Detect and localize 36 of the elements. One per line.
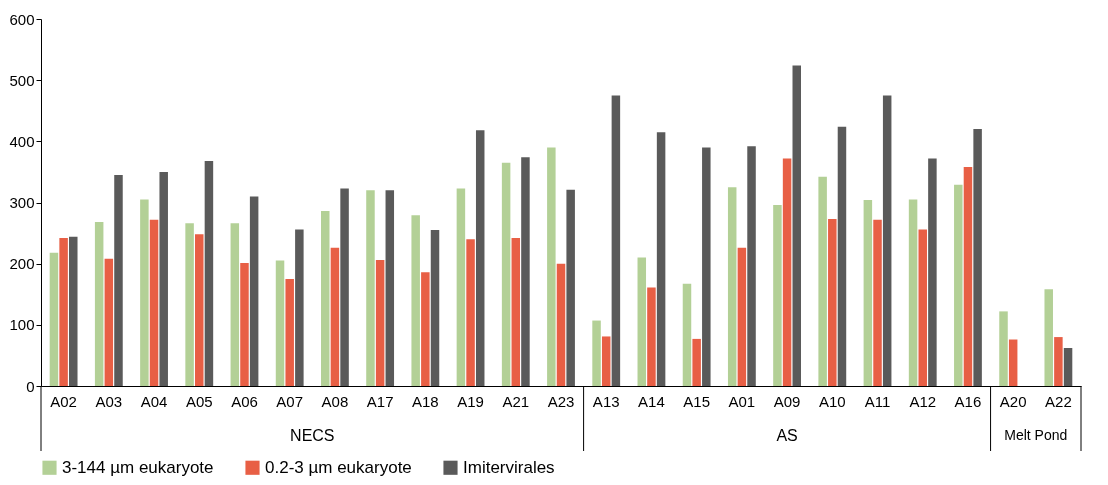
y-tick-label: 300 bbox=[9, 194, 35, 211]
x-tick-label: A06 bbox=[231, 392, 258, 410]
x-tick-label: A13 bbox=[592, 392, 620, 410]
x-tick-label: A01 bbox=[728, 392, 756, 410]
x-tick-label: A10 bbox=[818, 392, 846, 410]
x-tick-label: A21 bbox=[502, 392, 530, 410]
x-tick-label: A17 bbox=[366, 392, 394, 410]
text: Melt Pond bbox=[1004, 427, 1068, 443]
x-tick-label: A08 bbox=[321, 392, 349, 410]
y-tick-label: 100 bbox=[9, 316, 35, 334]
x-tick-label: A14 bbox=[638, 392, 665, 410]
legend-label: Imitervirales bbox=[463, 457, 555, 477]
legend-label: 3-144 µm eukaryote bbox=[62, 457, 214, 477]
text: NECS bbox=[290, 427, 335, 444]
x-tick-label: A16 bbox=[954, 392, 982, 410]
x-tick-label: A05 bbox=[185, 392, 213, 410]
x-tick-label: A02 bbox=[50, 392, 77, 410]
x-tick-label: A12 bbox=[909, 392, 937, 410]
legend-label: 0.2-3 µm eukaryote bbox=[265, 457, 412, 477]
y-tick-label: 600 bbox=[9, 10, 35, 28]
text: AS bbox=[776, 427, 798, 444]
x-tick-label: A07 bbox=[276, 392, 304, 410]
y-tick-label: 0 bbox=[26, 377, 35, 395]
x-tick-label: A03 bbox=[95, 392, 123, 410]
x-tick-label: A18 bbox=[412, 392, 439, 410]
y-tick-label: 200 bbox=[9, 255, 35, 273]
x-tick-label: A20 bbox=[999, 392, 1027, 410]
x-tick-label: A15 bbox=[683, 392, 710, 410]
x-tick-label: A23 bbox=[547, 392, 575, 410]
x-tick-label: A11 bbox=[864, 392, 891, 410]
y-tick-label: 400 bbox=[9, 132, 35, 150]
x-tick-label: A04 bbox=[140, 392, 168, 410]
y-tick-label: 500 bbox=[9, 71, 35, 89]
x-tick-label: A22 bbox=[1045, 392, 1072, 410]
x-tick-label: A19 bbox=[457, 392, 484, 410]
x-tick-label: A09 bbox=[773, 392, 801, 410]
